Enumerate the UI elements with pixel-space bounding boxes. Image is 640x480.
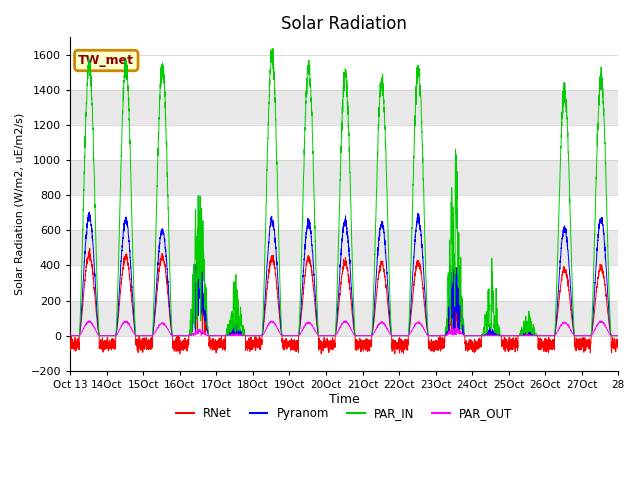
PAR_IN xyxy=(324,333,332,338)
Bar xyxy=(70,195,618,230)
Pyranom xyxy=(67,333,74,338)
Bar xyxy=(70,300,618,336)
RNet xyxy=(86,245,93,251)
PAR_IN xyxy=(67,333,74,338)
PAR_OUT xyxy=(614,333,622,338)
PAR_OUT xyxy=(614,333,621,338)
RNet xyxy=(437,336,445,341)
RNet xyxy=(165,301,173,307)
RNet xyxy=(176,351,184,357)
Bar xyxy=(70,265,618,300)
Pyranom xyxy=(85,209,93,215)
PAR_OUT xyxy=(437,333,445,338)
RNet xyxy=(499,343,506,349)
RNet xyxy=(614,338,621,344)
PAR_IN xyxy=(269,46,276,51)
Bar xyxy=(70,230,618,265)
PAR_OUT xyxy=(67,333,74,338)
PAR_OUT xyxy=(165,328,173,334)
Pyranom xyxy=(437,333,445,338)
Pyranom xyxy=(324,333,332,338)
RNet xyxy=(467,341,475,347)
Pyranom xyxy=(467,333,475,338)
PAR_IN xyxy=(467,333,475,338)
Line: PAR_OUT: PAR_OUT xyxy=(70,321,618,336)
RNet xyxy=(614,348,622,354)
Pyranom xyxy=(165,291,173,297)
Title: Solar Radiation: Solar Radiation xyxy=(282,15,407,33)
PAR_IN xyxy=(614,333,621,338)
Y-axis label: Solar Radiation (W/m2, uE/m2/s): Solar Radiation (W/m2, uE/m2/s) xyxy=(15,113,25,295)
Bar xyxy=(70,336,618,371)
PAR_IN xyxy=(437,333,445,338)
Pyranom xyxy=(614,333,622,338)
RNet xyxy=(67,339,74,345)
Bar xyxy=(70,90,618,125)
PAR_IN xyxy=(499,333,506,338)
PAR_OUT xyxy=(499,333,506,338)
PAR_IN xyxy=(164,223,172,228)
Line: RNet: RNet xyxy=(70,248,618,354)
PAR_OUT xyxy=(86,318,93,324)
Line: Pyranom: Pyranom xyxy=(70,212,618,336)
Text: TW_met: TW_met xyxy=(78,54,134,67)
Legend: RNet, Pyranom, PAR_IN, PAR_OUT: RNet, Pyranom, PAR_IN, PAR_OUT xyxy=(172,402,517,425)
X-axis label: Time: Time xyxy=(329,393,360,406)
Line: PAR_IN: PAR_IN xyxy=(70,48,618,336)
PAR_OUT xyxy=(324,333,332,338)
Bar xyxy=(70,160,618,195)
Pyranom xyxy=(499,333,506,338)
Pyranom xyxy=(614,333,621,338)
Bar xyxy=(70,125,618,160)
Bar xyxy=(70,55,618,90)
RNet xyxy=(324,338,332,344)
PAR_OUT xyxy=(467,333,475,338)
PAR_IN xyxy=(614,333,622,338)
